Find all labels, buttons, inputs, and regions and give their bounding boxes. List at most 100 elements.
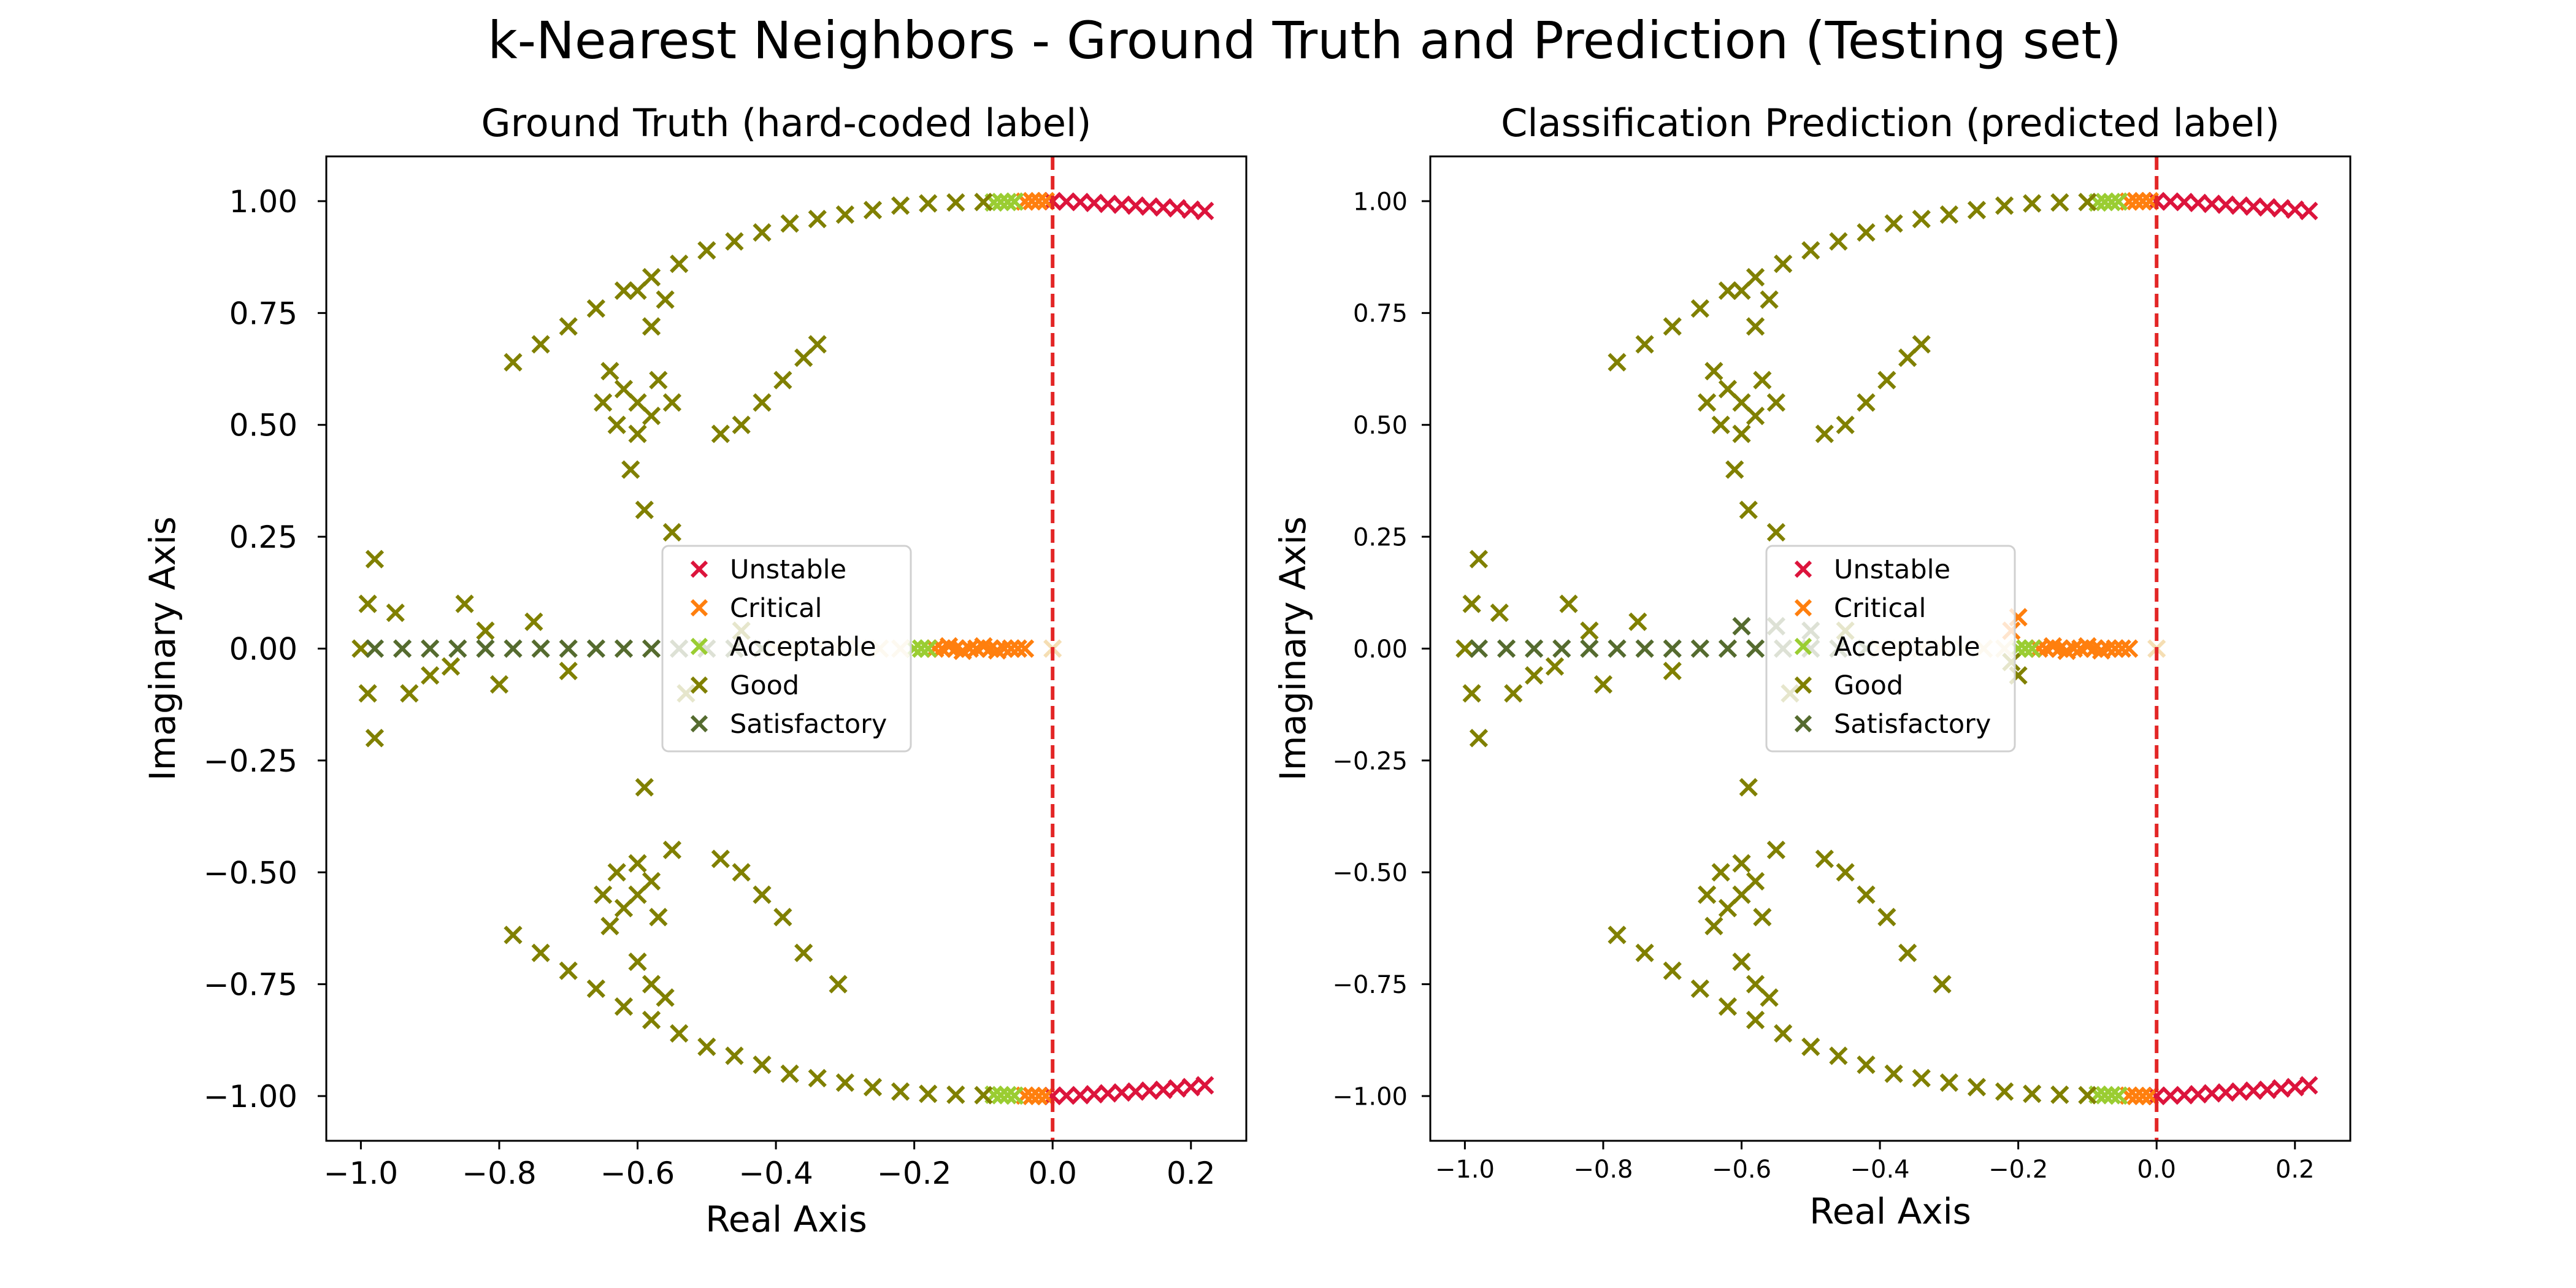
data-point (1718, 281, 1738, 300)
data-point (1022, 191, 1041, 211)
data-point (1663, 639, 1682, 658)
data-point (476, 639, 495, 658)
data-point (1608, 353, 1627, 372)
chart-title: Ground Truth (hard-coded label) (481, 101, 1092, 145)
data-point (1628, 612, 1647, 631)
data-point (1732, 854, 1751, 873)
data-point (1967, 201, 1987, 220)
data-point (753, 223, 772, 242)
prediction-panel: Classification Prediction (predicted lab… (1272, 101, 2352, 1232)
y-tick-label: 0.25 (1353, 524, 1408, 552)
data-point (455, 594, 474, 613)
y-tick-label: −0.50 (1332, 859, 1408, 887)
series-unstable (1043, 191, 1214, 1106)
data-point (1766, 840, 1786, 859)
data-point (2078, 1086, 2097, 1105)
data-point (2015, 639, 2035, 658)
data-point (1663, 661, 1682, 681)
legend: Unstable Critical Acceptable Good Satisfacto… (661, 545, 912, 753)
data-point (1725, 460, 1744, 479)
data-point (2102, 1086, 2122, 1105)
data-point (1043, 1086, 1062, 1106)
data-point (891, 1082, 910, 1101)
data-point (946, 1085, 965, 1104)
data-point (1504, 684, 1523, 703)
data-point (1766, 393, 1786, 412)
y-tick-label: −0.75 (1332, 971, 1408, 999)
data-point (711, 424, 730, 443)
legend-label-acceptable: Acceptable (730, 632, 876, 662)
data-point (1815, 424, 1834, 443)
data-point (1005, 192, 1024, 211)
data-point (863, 1078, 883, 1097)
data-point (2161, 192, 2180, 211)
data-point (1635, 639, 1654, 658)
data-point (732, 415, 751, 434)
data-point (1711, 863, 1730, 882)
data-point (1525, 639, 1544, 658)
data-point (2050, 1085, 2069, 1104)
data-point (400, 684, 419, 703)
plot-area (351, 191, 1214, 1106)
series-good (351, 193, 993, 1105)
data-point (1029, 191, 1048, 211)
data-point (808, 210, 827, 229)
data-point (670, 1024, 689, 1043)
data-point (960, 639, 979, 658)
data-point (1912, 335, 1931, 354)
x-tick-label: −1.0 (324, 1156, 398, 1191)
data-point (1690, 639, 1709, 658)
data-point (1195, 201, 1214, 221)
data-point (1967, 1078, 1987, 1097)
data-point (1469, 639, 1489, 658)
data-point (614, 639, 634, 658)
data-point (1746, 975, 1765, 994)
legend-marker-good (690, 676, 708, 694)
ground-truth-panel: Ground Truth (hard-coded label) −1.0 −0.8 −… (142, 101, 1248, 1240)
data-point (2161, 1086, 2180, 1105)
data-point (421, 666, 440, 685)
y-tick-label: −1.00 (204, 1079, 297, 1114)
x-tick-label: 0.0 (2137, 1156, 2176, 1184)
data-point (1877, 908, 1896, 927)
data-point (642, 407, 661, 426)
data-point (365, 639, 385, 658)
data-point (2095, 1086, 2114, 1105)
data-point (1760, 290, 1779, 309)
x-axis-label: Real Axis (1809, 1190, 1971, 1232)
legend-label-good: Good (730, 670, 799, 701)
data-point (991, 193, 1010, 212)
data-point (662, 523, 682, 542)
data-point (1593, 675, 1613, 694)
y-tick-label: −0.75 (204, 967, 297, 1003)
data-point (1015, 639, 1035, 658)
data-point (711, 849, 730, 868)
data-point (1857, 1055, 1876, 1075)
data-point (863, 201, 883, 220)
data-point (1462, 594, 1481, 613)
data-point (998, 193, 1018, 212)
data-point (1711, 415, 1730, 434)
legend-marker-critical (690, 599, 708, 617)
data-point (808, 335, 827, 354)
data-point (1746, 872, 1765, 891)
data-point (2119, 639, 2139, 658)
data-point (2126, 191, 2145, 211)
data-point (725, 1046, 744, 1065)
data-point (365, 550, 385, 569)
data-point (1898, 348, 1917, 367)
data-point (614, 281, 634, 300)
data-point (1732, 953, 1751, 972)
data-point (911, 639, 931, 658)
data-point (974, 193, 993, 212)
data-point (1746, 317, 1765, 336)
data-point (946, 193, 965, 212)
data-point (662, 393, 682, 412)
y-tick-label: 1.00 (229, 184, 297, 220)
x-tick-label: −0.2 (877, 1156, 951, 1191)
data-point (1690, 979, 1709, 999)
series-critical (926, 191, 1056, 1106)
series-unstable (2147, 191, 2318, 1106)
y-tick-label: 0.00 (229, 632, 297, 667)
